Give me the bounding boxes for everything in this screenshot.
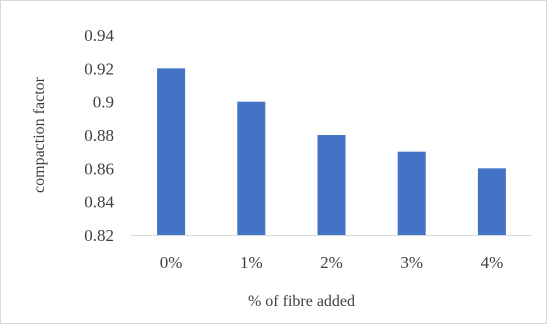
y-tick-label: 0.94: [84, 26, 114, 45]
y-tick-label: 0.84: [84, 193, 114, 212]
y-tick-label: 0.82: [84, 226, 114, 245]
y-axis-ticks: 0.82 0.84 0.86 0.88 0.9 0.92 0.94: [84, 26, 114, 245]
y-tick-label: 0.9: [93, 93, 114, 112]
bar: [237, 101, 266, 236]
bar: [397, 151, 426, 235]
bar: [157, 68, 186, 235]
x-tick-label: 3%: [400, 253, 423, 272]
y-tick-label: 0.88: [84, 126, 114, 145]
x-tick-label: 1%: [240, 253, 263, 272]
x-tick-label: 4%: [481, 253, 504, 272]
bars: [157, 68, 506, 236]
x-tick-label: 2%: [320, 253, 343, 272]
y-tick-label: 0.92: [84, 59, 114, 78]
x-tick-label: 0%: [160, 253, 183, 272]
bar: [317, 135, 346, 235]
y-tick-label: 0.86: [84, 159, 114, 178]
bar: [477, 168, 506, 235]
x-axis-ticks: 0% 1% 2% 3% 4%: [160, 253, 503, 272]
y-axis-title: compaction factor: [31, 76, 48, 193]
x-axis-title: % of fibre added: [248, 293, 355, 310]
